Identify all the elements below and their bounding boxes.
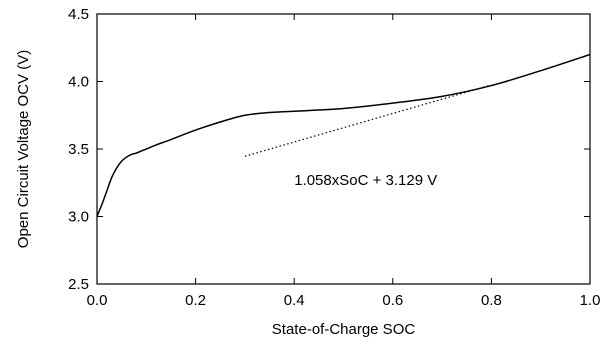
y-tick-label: 3.0	[68, 209, 89, 226]
y-tick-label: 4.5	[68, 6, 89, 23]
x-tick-label: 1.0	[580, 292, 601, 309]
ocv-curve	[96, 53, 591, 217]
y-axis-title: Open Circuit Voltage OCV (V)	[15, 50, 32, 248]
axis-ticks	[96, 13, 591, 285]
x-axis-title: State-of-Charge SOC	[272, 321, 416, 338]
y-tick-label: 3.5	[68, 141, 89, 158]
y-tick-label: 2.5	[68, 276, 89, 293]
x-tick-label: 0.4	[284, 292, 305, 309]
x-tick-label: 0.8	[481, 292, 502, 309]
y-tick-label: 4.0	[68, 74, 89, 91]
plot-area-frame	[96, 13, 591, 285]
tick-labels: 0.0 0.2 0.4 0.6 0.8 1.0 2.5 3.0 3.5 4.0 4.5	[68, 6, 600, 309]
series-lines	[96, 53, 591, 217]
linear-fit-line	[244, 84, 492, 157]
fit-equation-annotation: 1.058xSoC + 3.129 V	[294, 172, 437, 189]
x-tick-label: 0.2	[185, 292, 206, 309]
x-tick-label: 0.6	[382, 292, 403, 309]
x-tick-label: 0.0	[87, 292, 108, 309]
